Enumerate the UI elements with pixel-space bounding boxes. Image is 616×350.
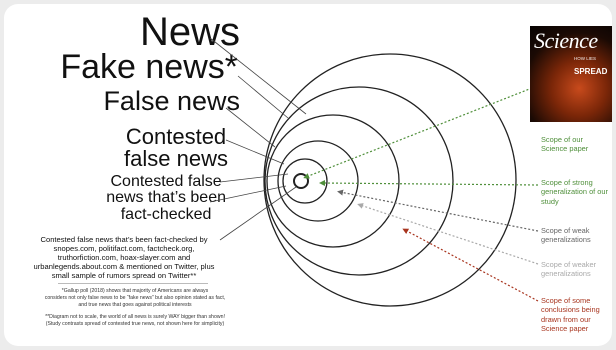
caption-scope-conclusions: Scope of some conclusions being drawn fr…	[541, 296, 600, 333]
footnote-2: **Diagram not to scale, the world of all…	[44, 314, 226, 328]
arrow-scope-strong	[319, 180, 539, 187]
description-line: Contested false news that’s been fact-ch…	[40, 235, 208, 244]
caption-line: Science paper	[541, 144, 589, 154]
caption-line: Scope of weaker	[541, 260, 597, 269]
circle-contested-false-news	[277, 140, 359, 222]
caption-line: Scope of some	[541, 296, 591, 305]
caption-line: study	[541, 196, 559, 206]
label-fact-checked: Contested false news that’s been fact-ch…	[106, 173, 226, 223]
caption-scope-paper: Scope of our Science paper	[541, 135, 588, 154]
footnote-line: **Diagram not to scale, the world of all…	[45, 314, 225, 321]
description-line: truthorfiction.com, hoax-slayer.com and	[57, 252, 191, 262]
footnote-1: *Gallup poll (2018) shows that majority …	[44, 288, 226, 308]
leader-fact-checked	[219, 173, 289, 183]
label-fake-news: Fake news*	[60, 48, 238, 86]
label-contested-line1: Contested	[125, 124, 227, 149]
arrow-scope-paper	[303, 87, 533, 179]
arrow-scope-conclusions	[402, 228, 539, 302]
label-checked-line3: fact-checked	[120, 205, 212, 223]
science-cover-image: Science HOW LIES SPREAD	[530, 26, 612, 122]
caption-line: conclusions being	[541, 305, 600, 315]
circle-news	[263, 53, 517, 307]
label-contested-false-news: Contested false news	[124, 124, 228, 172]
leader-description	[219, 186, 297, 241]
footnote-line: (Study contrasts spread of contested tru…	[45, 321, 225, 327]
cover-subtitle: HOW LIES	[574, 56, 597, 61]
circle-false-news	[266, 114, 400, 248]
leader-fake-news	[237, 75, 289, 119]
description-line: urbanlegends.about.com & mentioned on Tw…	[33, 261, 215, 271]
footnote-line: and true news that goes against politica…	[78, 301, 192, 308]
caption-line: Scope of weak	[541, 226, 590, 235]
caption-line: Science paper	[541, 323, 589, 333]
footnotes: *Gallup poll (2018) shows that majority …	[44, 288, 226, 334]
leader-contested	[225, 139, 285, 165]
leader-fact-checked-2	[209, 185, 287, 203]
leader-false-news	[225, 107, 276, 148]
cover-headline: SPREAD	[574, 67, 608, 76]
caption-scope-weaker: Scope of weaker generalizations	[541, 260, 596, 279]
divider	[58, 283, 208, 284]
label-false-news: False news	[103, 86, 240, 116]
caption-scope-weak: Scope of weak generalizations	[541, 226, 591, 245]
label-checked-line2: news that’s been	[106, 189, 226, 207]
arrow-scope-weaker	[357, 203, 539, 265]
footnote-line: considers not only false news to be “fak…	[44, 294, 226, 301]
caption-line: Scope of strong	[541, 178, 593, 187]
cover-title: Science	[534, 28, 598, 53]
label-news: News	[139, 10, 240, 54]
arrow-scope-weak	[337, 189, 539, 232]
caption-line: Scope of our	[541, 135, 583, 144]
circle-fact-checked	[282, 158, 328, 204]
description-line: small sample of rumors spread on Twitter…	[51, 270, 197, 280]
caption-line: generalizations	[541, 269, 591, 279]
description-text: Contested false news that’s been fact-ch…	[18, 235, 230, 281]
circle-fake-news	[264, 86, 454, 276]
footnote-line: *Gallup poll (2018) shows that majority …	[61, 288, 209, 294]
label-column: News Fake news* False news Contested fal…	[4, 4, 240, 346]
label-checked-line1: Contested false	[110, 173, 222, 190]
diagram-card: News Fake news* False news Contested fal…	[4, 4, 612, 346]
leader-news	[209, 37, 307, 115]
caption-line: generalization of our	[541, 187, 608, 197]
nested-circles-diagram	[209, 37, 539, 307]
caption-line: generalizations	[541, 235, 591, 245]
caption-line: drawn from our	[541, 314, 591, 324]
label-contested-line2: false news	[124, 146, 228, 172]
circle-science-paper	[293, 173, 309, 189]
description-line: snopes.com, politifact.com, factcheck.or…	[53, 243, 195, 253]
caption-scope-strong: Scope of strong generalization of our st…	[541, 178, 608, 206]
